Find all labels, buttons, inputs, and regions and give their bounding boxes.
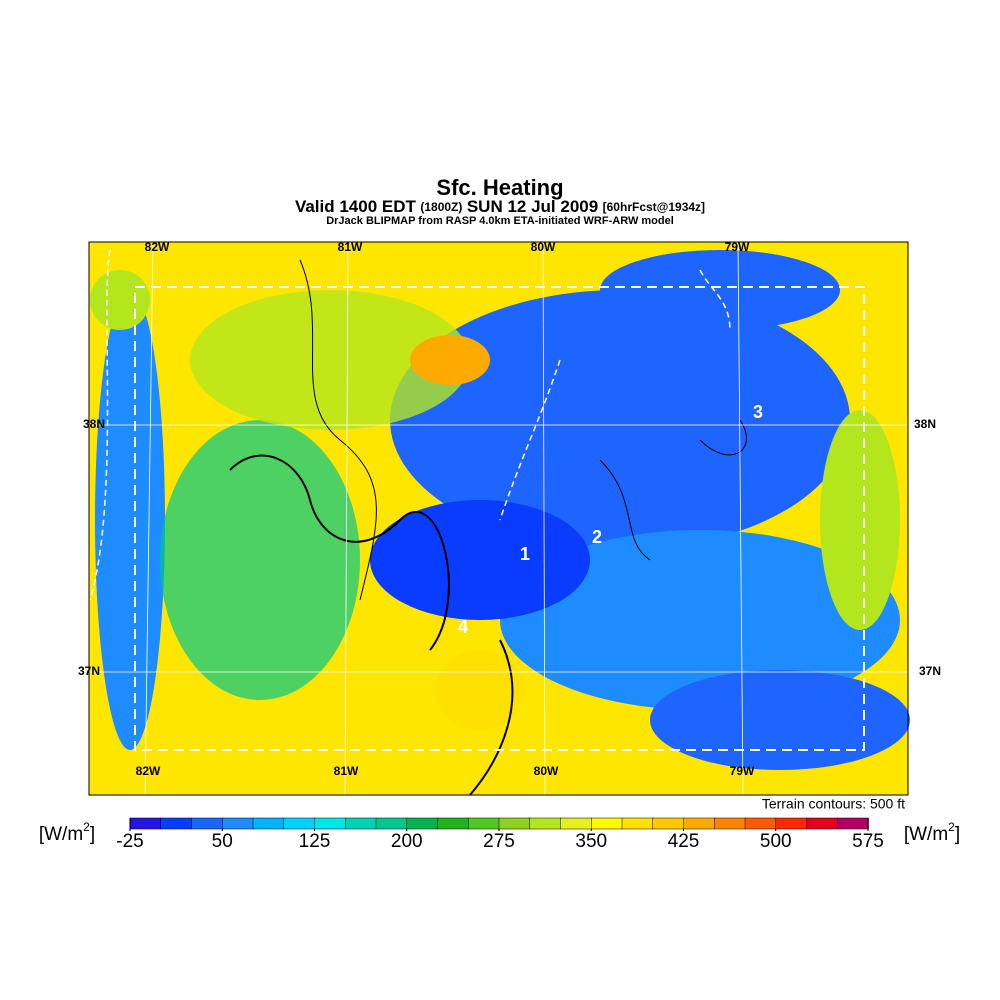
field-area xyxy=(190,290,470,430)
contour-note: Terrain contours: 500 ft xyxy=(762,796,905,812)
site-marker: 2 xyxy=(592,527,602,547)
unit-sup: 2 xyxy=(948,820,955,834)
lon-label: 79W xyxy=(725,240,750,254)
colorbar-tick-label: 425 xyxy=(668,831,700,852)
lat-label: 38N xyxy=(83,417,105,431)
colorbar-tick-label: 125 xyxy=(299,831,331,852)
site-marker: 4 xyxy=(458,617,468,637)
lon-label: 81W xyxy=(334,764,359,778)
colorbar-swatch xyxy=(160,817,193,830)
meridian xyxy=(737,241,744,796)
field-area xyxy=(90,270,150,330)
colorbar-swatch xyxy=(129,817,162,830)
map-frame xyxy=(88,241,909,796)
lon-label: 82W xyxy=(136,764,161,778)
map-labels: 82W 81W 80W 79W 82W 81W 80W 79W 38N 37N 38N 37N 1 2 3 4 xyxy=(78,240,941,778)
colorbar-tick-label: 200 xyxy=(391,831,423,852)
colorbar-swatch xyxy=(252,817,285,830)
colorbar-swatch xyxy=(591,817,623,830)
site-marker: 3 xyxy=(753,402,763,422)
meridian xyxy=(542,241,546,796)
credit: DrJack BLIPMAP from RASP 4.0km ETA-initi… xyxy=(326,215,674,227)
lon-label: 81W xyxy=(338,240,363,254)
meridian xyxy=(344,241,349,796)
colorbar-swatch xyxy=(714,817,746,830)
field-area xyxy=(600,250,840,330)
field-area xyxy=(410,335,490,385)
unit-base: [W/m xyxy=(39,824,83,845)
field-area xyxy=(370,500,590,620)
colorbar-swatch xyxy=(437,817,469,830)
valid: Valid 1400 EDT xyxy=(295,197,417,216)
lat-label: 37N xyxy=(78,664,100,678)
colorbar-swatch xyxy=(375,817,408,830)
colorbar-swatch xyxy=(222,817,254,830)
field-area xyxy=(435,650,525,730)
colorbar-swatch xyxy=(775,817,808,830)
colorbar-tick-label: 50 xyxy=(212,831,233,852)
lat-label: 38N xyxy=(914,417,936,431)
valid-line: Valid 1400 EDT (1800Z) SUN 12 Jul 2009 [… xyxy=(295,197,705,216)
colorbar-swatch xyxy=(652,817,685,830)
colorbar-tick-label: 275 xyxy=(483,831,515,852)
meridian xyxy=(144,241,154,796)
lon-label: 80W xyxy=(531,240,556,254)
map-field xyxy=(88,241,910,796)
colorbar-tick-label: 575 xyxy=(852,831,884,852)
colorbar-swatch xyxy=(683,817,715,830)
colorbar-swatch xyxy=(406,817,439,830)
colorbar-swatch xyxy=(560,817,592,830)
unit-close: ] xyxy=(955,824,960,845)
field-area xyxy=(390,290,850,550)
lon-label: 82W xyxy=(145,240,170,254)
field-area xyxy=(160,420,360,700)
field-area xyxy=(820,410,900,630)
lon-label: 80W xyxy=(534,764,559,778)
colorbar-swatch xyxy=(744,817,777,830)
colorbar-swatch xyxy=(191,817,223,830)
site-marker: 1 xyxy=(520,544,530,564)
terrain-contour xyxy=(229,454,514,796)
forecast: [60hrFcst@1934z] xyxy=(603,200,705,214)
colorbar-swatch xyxy=(314,817,346,830)
colorbar-swatch xyxy=(837,817,869,830)
date: SUN 12 Jul 2009 xyxy=(467,197,598,216)
field-area xyxy=(500,530,900,710)
zulu: (1800Z) xyxy=(420,200,462,214)
colorbar-unit: [W/m2] xyxy=(39,820,95,845)
field-area xyxy=(95,290,165,750)
graticule xyxy=(89,241,908,796)
colorbar: -25 50 125 200 275 350 425 500 575[W/m2] [W/m2] xyxy=(39,817,960,852)
lon-label: 79W xyxy=(730,764,755,778)
colorbar-swatch xyxy=(498,817,531,830)
lat-label: 37N xyxy=(919,664,941,678)
colorbar-tick-label: 500 xyxy=(760,831,792,852)
colorbar-swatch xyxy=(621,817,654,830)
inner-domain xyxy=(134,286,865,751)
colorbar-tick-label: -25 xyxy=(116,831,143,852)
colorbar-tick-label: 350 xyxy=(575,831,607,852)
colorbar-swatch xyxy=(529,817,562,830)
colorbar-swatch xyxy=(468,817,500,830)
unit-base: [W/m xyxy=(904,824,948,845)
field-area xyxy=(650,670,910,770)
title: Sfc. Heating xyxy=(436,175,563,200)
terrain-contour xyxy=(299,259,747,601)
unit-close: ] xyxy=(90,824,95,845)
colorbar-swatch xyxy=(806,817,838,830)
unit-sup: 2 xyxy=(83,820,90,834)
colorbar-swatch xyxy=(283,817,316,830)
colorbar-swatch xyxy=(345,817,377,830)
state-border xyxy=(89,249,731,601)
colorbar-unit: [W/m2] xyxy=(904,820,960,845)
